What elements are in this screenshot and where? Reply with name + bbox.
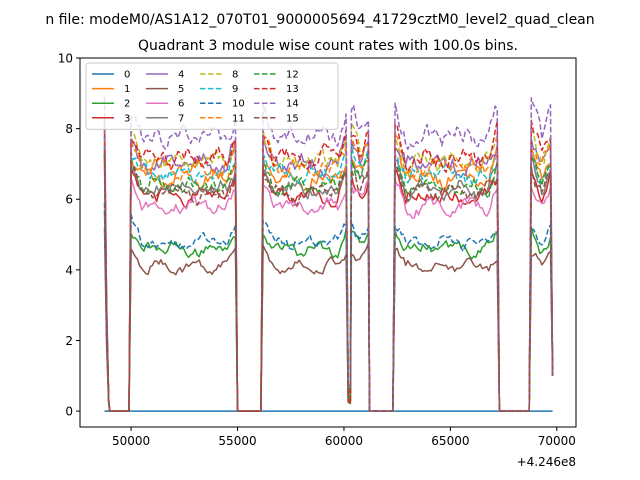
y-tick-label: 0 xyxy=(65,405,73,419)
series-line-14 xyxy=(103,96,554,412)
y-tick-label: 2 xyxy=(65,334,73,348)
y-tick-label: 8 xyxy=(65,122,73,136)
legend-label-4: 4 xyxy=(178,70,184,81)
series-layer xyxy=(103,96,554,412)
legend-label-8: 8 xyxy=(232,70,238,81)
figure-suptitle: n file: modeM0/AS1A12_070T01_9000005694_… xyxy=(45,12,594,28)
legend-label-13: 13 xyxy=(286,84,299,95)
series-line-6 xyxy=(103,167,554,412)
x-tick-label: 60000 xyxy=(325,434,363,448)
series-line-9 xyxy=(103,135,554,412)
y-axis: 0 2 4 6 8 10 xyxy=(58,52,80,419)
legend-label-14: 14 xyxy=(286,99,299,110)
legend-label-2: 2 xyxy=(124,99,130,110)
legend-label-10: 10 xyxy=(232,99,245,110)
x-tick-label: 50000 xyxy=(112,434,150,448)
x-offset-label: +4.246e8 xyxy=(517,455,576,469)
legend-label-1: 1 xyxy=(124,84,130,95)
legend-label-11: 11 xyxy=(232,113,245,124)
series-line-7 xyxy=(103,149,554,412)
y-tick-label: 6 xyxy=(65,193,73,207)
x-tick-label: 55000 xyxy=(218,434,256,448)
x-tick-label: 70000 xyxy=(538,434,576,448)
chart-title: Quadrant 3 module wise count rates with … xyxy=(138,38,518,54)
series-line-5 xyxy=(103,227,554,412)
legend-label-0: 0 xyxy=(124,70,130,81)
legend-box xyxy=(85,62,339,130)
legend-label-9: 9 xyxy=(232,84,238,95)
y-tick-label: 4 xyxy=(65,263,73,277)
x-axis: 50000 55000 60000 65000 70000 xyxy=(112,427,576,448)
series-line-12 xyxy=(103,146,554,412)
legend-label-3: 3 xyxy=(124,113,130,124)
y-tick-label: 10 xyxy=(58,52,73,66)
legend-label-15: 15 xyxy=(286,113,299,124)
plot-frame xyxy=(79,57,577,428)
series-line-8 xyxy=(103,121,554,412)
series-line-1 xyxy=(103,139,554,412)
legend-label-12: 12 xyxy=(286,70,299,81)
x-tick-label: 65000 xyxy=(431,434,469,448)
series-line-3 xyxy=(103,156,554,412)
legend-label-5: 5 xyxy=(178,84,184,95)
series-line-11 xyxy=(103,128,554,412)
legend-label-7: 7 xyxy=(178,113,184,124)
series-line-15 xyxy=(103,153,554,412)
series-line-10 xyxy=(103,202,554,412)
legend-label-6: 6 xyxy=(178,99,184,110)
series-line-13 xyxy=(103,117,554,412)
